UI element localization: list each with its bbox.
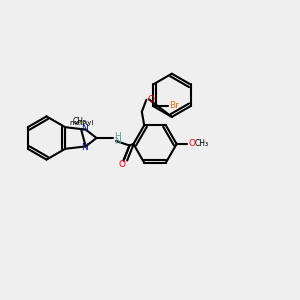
- Text: CH₃: CH₃: [195, 139, 209, 148]
- Text: CH₃: CH₃: [73, 117, 87, 126]
- Text: N: N: [114, 136, 120, 146]
- Text: Br: Br: [169, 101, 179, 110]
- Text: O: O: [188, 139, 195, 148]
- Text: N: N: [81, 124, 88, 133]
- Text: H: H: [114, 132, 120, 141]
- Text: methyl: methyl: [69, 120, 93, 126]
- Text: O: O: [148, 95, 155, 104]
- Text: O: O: [118, 160, 125, 169]
- Text: N: N: [81, 143, 88, 152]
